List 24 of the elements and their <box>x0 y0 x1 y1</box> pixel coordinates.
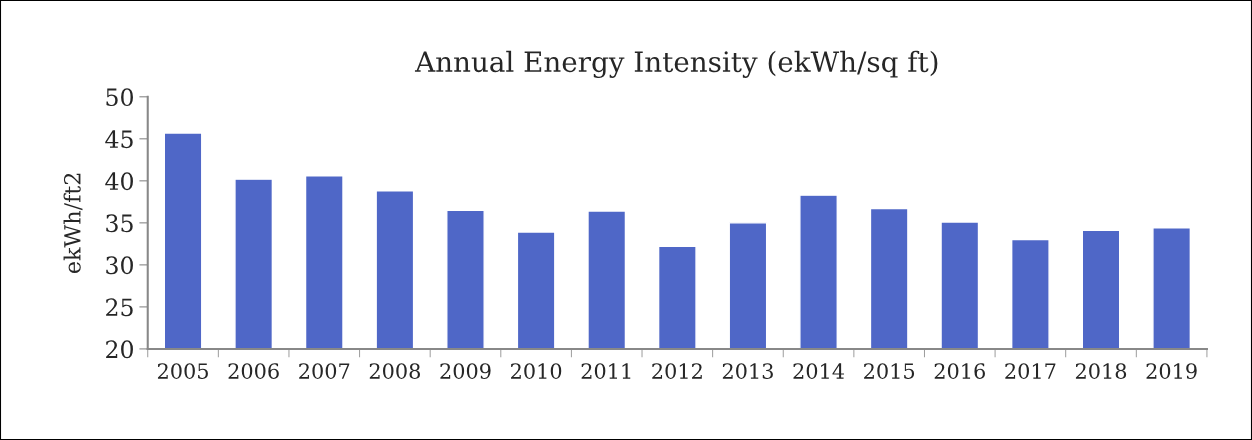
y-tick-label: 40 <box>105 172 133 191</box>
x-tick-label: 2008 <box>369 363 420 379</box>
x-tick-label: 2013 <box>722 363 773 379</box>
x-tick-label: 2005 <box>157 363 208 379</box>
y-tick-label: 30 <box>106 256 133 275</box>
x-tick-label: 2016 <box>934 363 985 379</box>
x-tick-label: 2007 <box>299 363 350 379</box>
y-tick-label: 25 <box>106 298 133 317</box>
y-tick-label: 20 <box>106 340 133 359</box>
x-tick-label: 2006 <box>228 363 279 379</box>
chart-title: Annual Energy Intensity (ekWh/sq ft) <box>414 50 938 78</box>
y-tick-label: 35 <box>106 214 133 233</box>
x-tick-label: 2019 <box>1146 363 1197 379</box>
x-tick-label: 2012 <box>652 363 702 379</box>
y-axis-title: ekWh/ft2 <box>63 173 83 274</box>
x-tick-label: 2015 <box>864 363 915 379</box>
x-tick-label: 2009 <box>440 363 491 379</box>
x-tick-label: 2010 <box>511 363 562 379</box>
x-tick-label: 2011 <box>581 363 631 379</box>
y-tick-label: 50 <box>106 88 133 107</box>
x-tick-label: 2014 <box>793 363 845 379</box>
x-tick-label: 2017 <box>1005 363 1056 379</box>
y-tick-label: 45 <box>105 130 133 149</box>
x-tick-label: 2018 <box>1075 363 1127 379</box>
